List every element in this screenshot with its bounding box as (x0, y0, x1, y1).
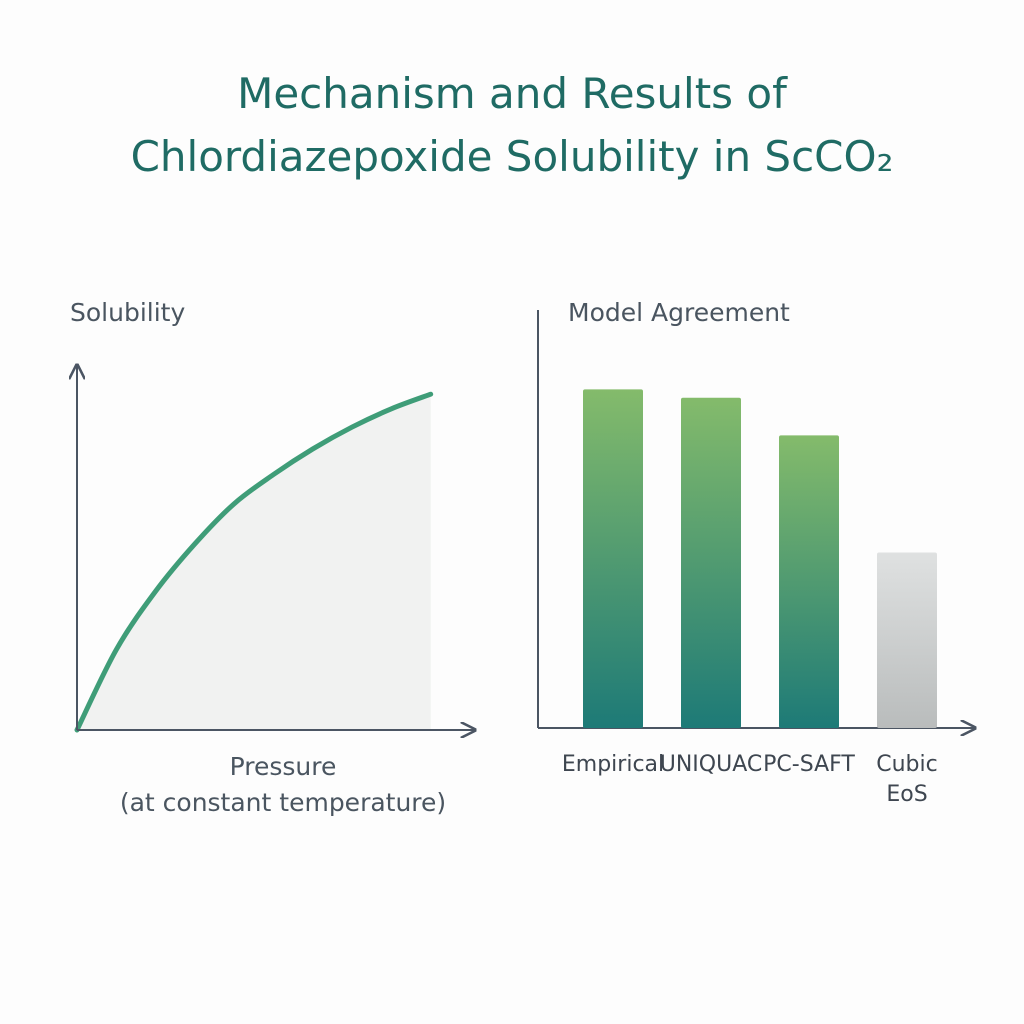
x-axis-note: (at constant temperature) (119, 788, 447, 817)
bar (779, 435, 839, 728)
y-axis-label: Solubility (70, 298, 186, 327)
bar (877, 552, 937, 728)
x-tick-label: Empirical (561, 752, 665, 777)
page-title: Mechanism and Results of Chlordiazepoxid… (130, 69, 894, 181)
bar (583, 389, 643, 728)
chart-title: Model Agreement (568, 298, 790, 327)
x-tick-label: PC-SAFT (763, 752, 855, 777)
curve (74, 391, 434, 733)
bar (681, 397, 741, 728)
x-axis-label: Pressure (229, 752, 337, 781)
x-tick-label: UNIQUAC (659, 752, 763, 777)
area (77, 394, 431, 730)
x-tick-label: Cubic EoS (876, 752, 938, 807)
